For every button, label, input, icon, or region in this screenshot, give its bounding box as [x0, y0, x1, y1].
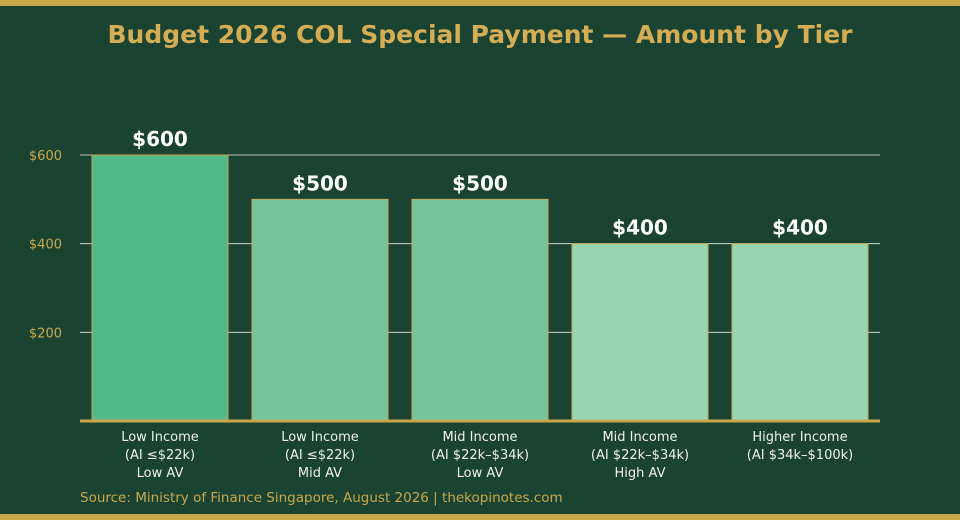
x-tick-label: Low AV [457, 466, 504, 481]
x-tick-label: Low AV [137, 466, 184, 481]
bar [91, 154, 229, 422]
source-note: Source: Ministry of Finance Singapore, A… [80, 490, 563, 506]
y-tick-label: $200 [29, 326, 62, 341]
y-tick-label: $600 [29, 149, 62, 164]
y-axis-ticks: $200 $400 $600 [29, 149, 62, 341]
x-tick-label: (AI $34k–$100k) [747, 448, 853, 463]
value-labels: $600 $500 $500 $400 $400 [132, 127, 828, 240]
chart-title: Budget 2026 COL Special Payment — Amount… [107, 20, 853, 49]
value-label: $400 [772, 216, 828, 240]
bar [411, 198, 549, 422]
x-tick-label: (AI $22k–$34k) [431, 448, 529, 463]
x-tick-label: Higher Income [752, 430, 847, 445]
bottom-accent-band [0, 514, 960, 520]
bar [731, 243, 869, 422]
x-tick-label: Low Income [121, 430, 199, 445]
x-tick-label: Mid AV [298, 466, 342, 481]
value-label: $600 [132, 127, 188, 151]
x-tick-label: Mid Income [442, 430, 517, 445]
value-label: $500 [292, 171, 348, 195]
x-axis-labels: Low Income (AI ≤$22k) Low AV Low Income (AI … [121, 430, 853, 481]
x-tick-label: (AI $22k–$34k) [591, 448, 689, 463]
bar [571, 243, 709, 422]
value-label: $400 [612, 216, 668, 240]
bars [91, 154, 869, 422]
bar [251, 198, 389, 422]
top-accent-band [0, 0, 960, 6]
x-tick-label: Low Income [281, 430, 359, 445]
x-tick-label: (AI ≤$22k) [285, 448, 355, 463]
x-tick-label: (AI ≤$22k) [125, 448, 195, 463]
value-label: $500 [452, 171, 508, 195]
x-tick-label: Mid Income [602, 430, 677, 445]
x-tick-label: High AV [615, 466, 666, 481]
y-tick-label: $400 [29, 238, 62, 253]
